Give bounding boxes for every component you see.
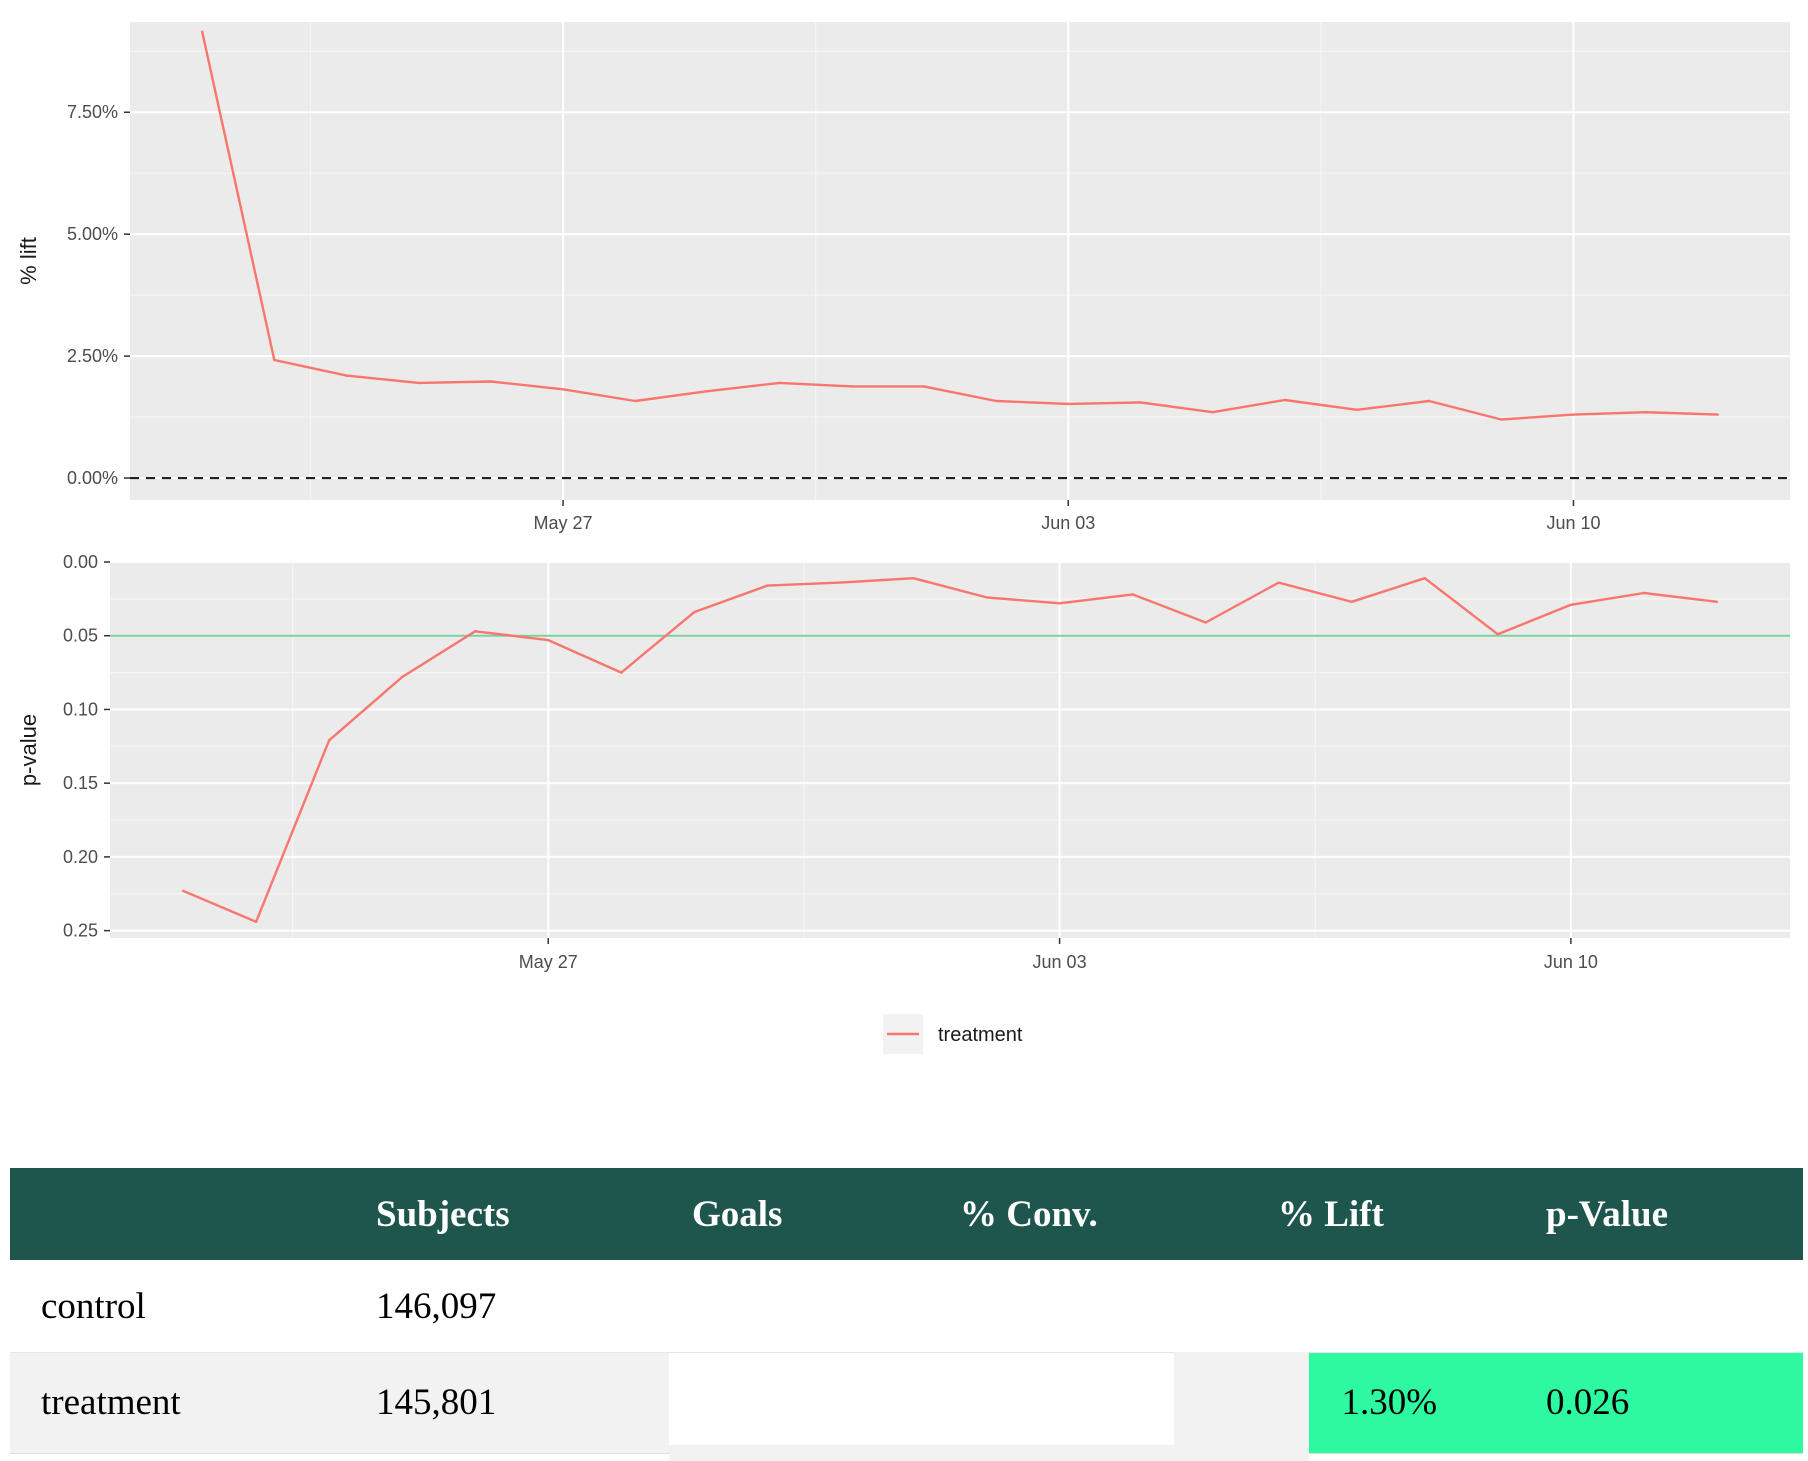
legend-label-treatment: treatment [938, 1024, 1023, 1046]
data-point [1283, 398, 1286, 402]
data-point [327, 739, 331, 742]
row-label: control [10, 1260, 366, 1353]
series-line-treatment [201, 31, 1718, 421]
data-point [693, 610, 696, 614]
y-tick-label: 0.15 [63, 773, 98, 793]
y-tick-label: 7.50% [67, 102, 118, 122]
pvalue-cell-significant: 0.026 [1512, 1352, 1803, 1454]
lift-cell [1241, 1260, 1512, 1353]
data-point [1715, 600, 1719, 604]
series-line-treatment [182, 577, 1718, 923]
header-cell-goals: Goals [669, 1168, 937, 1260]
chart-legend: treatment [883, 1014, 1023, 1054]
data-point [547, 638, 550, 642]
data-point [620, 671, 623, 674]
data-point [912, 577, 915, 580]
goals-cell [669, 1260, 937, 1353]
y-tick-label: 0.20 [63, 847, 98, 867]
header-cell-conv: % Conv. [937, 1168, 1241, 1260]
data-point [254, 920, 258, 923]
data-point [1572, 413, 1575, 416]
data-point [850, 385, 853, 388]
data-point [634, 399, 637, 403]
header-cell-subjects: Subjects [366, 1168, 669, 1260]
subjects-cell: 146,097 [366, 1260, 669, 1353]
x-tick-label: Jun 10 [1546, 513, 1600, 533]
y-tick-label: 0.10 [63, 699, 98, 719]
data-point [1423, 577, 1426, 580]
conv-cell [937, 1260, 1241, 1353]
data-point [1131, 593, 1134, 596]
x-tick-label: Jun 10 [1544, 952, 1598, 972]
data-point [985, 596, 988, 599]
pvalue-y-axis-title: p-value [16, 714, 41, 786]
header-cell-label [10, 1168, 366, 1260]
data-point [474, 630, 477, 633]
conv-cell [937, 1352, 1309, 1461]
lift-cell-significant: 1.30% [1241, 1352, 1512, 1454]
data-point [273, 358, 276, 362]
charts-area: 0.00% 2.50% 5.00% 7.50% May 27 Jun 03 Jun 10 %… [16, 22, 1790, 1054]
data-point [1716, 413, 1720, 416]
lift-gridlines [130, 22, 1790, 500]
subjects-cell: 145,801 [366, 1352, 669, 1454]
data-point [1642, 591, 1646, 595]
data-point [181, 889, 185, 893]
header-cell-pvalue: p-Value [1512, 1168, 1803, 1260]
data-point [1644, 411, 1647, 414]
x-tick-label: May 27 [519, 952, 578, 972]
data-point [561, 388, 565, 391]
x-tick-label: Jun 03 [1033, 952, 1087, 972]
data-point [922, 385, 926, 388]
data-point [1427, 399, 1431, 403]
data-point [1204, 621, 1207, 624]
x-tick-label: May 27 [534, 513, 593, 533]
row-label: treatment [10, 1352, 366, 1454]
x-tick-label: Jun 03 [1041, 513, 1095, 533]
data-point [706, 390, 709, 393]
y-tick-label: 2.50% [67, 346, 118, 366]
table-row-control: control 146,097 [10, 1260, 1803, 1353]
pvalue-series-group [181, 577, 1719, 923]
data-point [1277, 581, 1280, 584]
data-point [1500, 418, 1503, 421]
lift-y-axis-title: % lift [16, 237, 41, 285]
data-point [1067, 402, 1070, 406]
y-tick-label: 0.00% [67, 468, 118, 488]
results-table: Subjects Goals % Conv. % Lift p-Value co… [10, 1168, 1803, 1461]
data-point [1058, 602, 1061, 605]
lift-chart: 0.00% 2.50% 5.00% 7.50% May 27 Jun 03 Jun 10 %… [16, 22, 1790, 533]
data-point [1355, 408, 1359, 411]
data-point [489, 380, 493, 383]
data-point [400, 675, 404, 679]
data-point [345, 374, 348, 377]
data-point [1569, 603, 1573, 606]
data-point [839, 581, 842, 584]
y-tick-label: 5.00% [67, 224, 118, 244]
data-point [1139, 401, 1142, 404]
table-row-treatment: treatment 145,801 1.30% 0.026 [10, 1352, 1803, 1461]
goals-cell [669, 1352, 937, 1461]
table-header-row: Subjects Goals % Conv. % Lift p-Value [10, 1168, 1803, 1260]
data-point [766, 584, 769, 587]
data-point [200, 30, 204, 33]
lift-series-group [200, 30, 1720, 421]
y-tick-label: 0.25 [63, 921, 98, 941]
data-point [1350, 600, 1353, 604]
y-tick-label: 0.00 [63, 552, 98, 572]
data-point [1211, 411, 1214, 414]
lift-tick-labels: 0.00% 2.50% 5.00% 7.50% May 27 Jun 03 Jun 10 [67, 102, 1601, 533]
header-cell-lift: % Lift [1241, 1168, 1512, 1260]
data-point [417, 381, 420, 385]
data-point [1496, 633, 1500, 636]
pvalue-plot-background [110, 562, 1790, 938]
y-tick-label: 0.05 [63, 626, 98, 646]
lift-plot-background [130, 22, 1790, 500]
pvalue-chart: 0.00 0.05 0.10 0.15 0.20 0.25 May 27 Jun 03 Jun … [16, 552, 1790, 972]
data-point [778, 381, 781, 385]
pvalue-tick-labels: 0.00 0.05 0.10 0.15 0.20 0.25 May 27 Jun 03 Jun … [63, 552, 1598, 972]
data-point [994, 399, 998, 403]
pvalue-cell [1512, 1260, 1803, 1353]
